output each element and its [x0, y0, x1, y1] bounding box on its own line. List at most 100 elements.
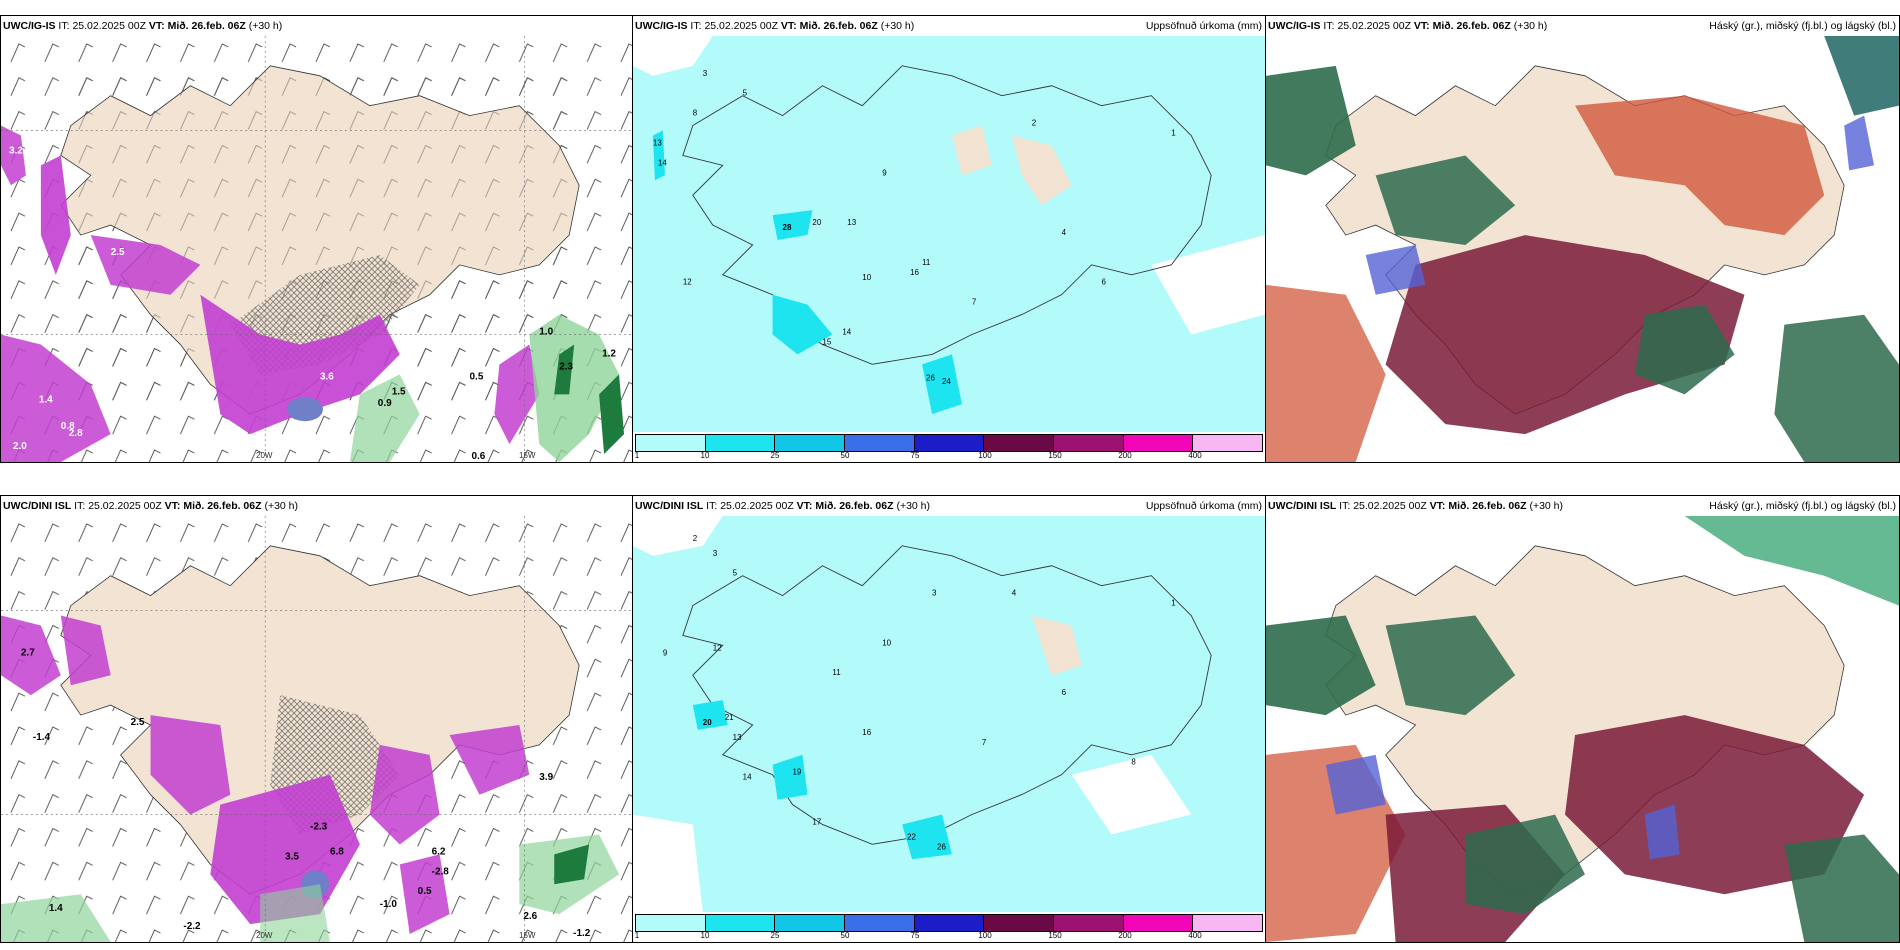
- legend-label: 75: [910, 931, 920, 940]
- precip-legend: 1 10 25 50 75 100 150 200 400: [633, 432, 1265, 462]
- snow-band-1: [40, 155, 71, 275]
- temp-label: 2.3: [559, 361, 573, 372]
- panel-header: UWC/IG-IS IT: 25.02.2025 00Z VT: Mið. 26…: [1266, 16, 1899, 36]
- cloud-blue-1: [1325, 754, 1386, 815]
- legend-label: 75: [910, 451, 920, 460]
- temp-label: 0.8: [61, 421, 75, 432]
- precip-value: 9: [663, 648, 668, 657]
- precip-value: 7: [982, 738, 987, 747]
- snow-band-5: [369, 744, 440, 845]
- legend-swatch: [1123, 915, 1194, 931]
- panel-header: UWC/DINI ISL IT: 25.02.2025 00Z VT: Mið.…: [1266, 496, 1899, 516]
- precip-heavy-3: [772, 754, 808, 800]
- temp-label: 2.5: [111, 247, 125, 258]
- panel-header: UWC/IG-IS IT: 25.02.2025 00Z VT: Mið. 26…: [633, 16, 1265, 36]
- temp-label: 1.0: [539, 327, 553, 338]
- temp-label: 2.6: [523, 911, 537, 922]
- panel-title: Uppsöfnuð úrkoma (mm): [1145, 500, 1262, 512]
- legend-swatch: [1193, 915, 1263, 931]
- legend-swatch: [1054, 915, 1124, 931]
- snow-band-3: [150, 715, 231, 815]
- precip-value: 21: [725, 713, 734, 722]
- precip-value: 4: [1012, 589, 1017, 598]
- precip-value: 1: [1171, 129, 1176, 138]
- precip-value: 19: [792, 768, 801, 777]
- temp-label: 1.5: [392, 386, 406, 397]
- precip-value: 28: [783, 223, 792, 232]
- precip-value: 10: [862, 273, 871, 282]
- legend-swatch: [845, 435, 915, 451]
- precip-value: 16: [910, 268, 919, 277]
- precip-value: 3: [713, 549, 718, 558]
- cloud-high-3: [1465, 814, 1585, 915]
- cloud-high-2: [1375, 155, 1516, 246]
- legend-label: 50: [840, 451, 850, 460]
- cloud-high-3: [1634, 304, 1735, 395]
- panel-header: UWC/IG-IS IT: 25.02.2025 00Z VT: Mið. 26…: [1, 16, 632, 36]
- precip-value: 13: [733, 733, 742, 742]
- rain-band-2: [349, 374, 420, 462]
- temp-label: -1.2: [573, 928, 591, 939]
- map-snow-wind-top: 3.2 0.8 2.0 3.1 0.5 1.5 0.9 0.6 1.2 2.3 …: [1, 36, 632, 462]
- temp-label: 0.9: [378, 398, 392, 409]
- precip-value: 5: [733, 569, 738, 578]
- precip-value: 20: [703, 718, 712, 727]
- rain-band-1: [529, 314, 620, 462]
- legend-label: 400: [1188, 931, 1202, 940]
- precip-heavy-4: [652, 130, 665, 181]
- legend-label: 1: [634, 451, 640, 460]
- legend-label: 10: [700, 451, 710, 460]
- map-cloud-top: [1266, 36, 1899, 462]
- cloud-high-1: [1266, 615, 1376, 716]
- axis-label-15w: 15W: [519, 451, 536, 460]
- temp-label: -2.8: [432, 866, 450, 877]
- legend-swatch: [1054, 435, 1124, 451]
- rain-band-3: [260, 884, 330, 942]
- legend-label: 200: [1118, 931, 1132, 940]
- iceland-outline: [682, 65, 1212, 365]
- temp-label: 1.4: [39, 394, 53, 405]
- cloud-blue-2: [1644, 804, 1680, 860]
- precip-value: 26: [926, 373, 935, 382]
- snow-band-6: [1, 125, 26, 186]
- precip-value: 8: [693, 109, 698, 118]
- temp-label: 0.5: [470, 371, 484, 382]
- legend-swatch: [984, 915, 1055, 931]
- temp-label: -2.2: [183, 921, 201, 932]
- precip-value: 7: [972, 298, 977, 307]
- legend-label: 25: [770, 931, 780, 940]
- snow-band-3: [200, 294, 400, 435]
- precip-value: 16: [862, 728, 871, 737]
- legend-swatch: [1123, 435, 1194, 451]
- legend-label: 100: [978, 931, 992, 940]
- precip-value: 26: [937, 842, 946, 851]
- legend-swatch: [636, 915, 706, 931]
- axis-label-20w: 20W: [256, 451, 273, 460]
- map-precip-bottom: 2 3 5 9 12 21 20 13 14 19 16 17 22 26 3 …: [633, 516, 1265, 912]
- precip-value: 10: [882, 638, 891, 647]
- rain-dark-1: [554, 844, 590, 885]
- precip-value: 3: [932, 589, 937, 598]
- precip-value: 20: [812, 218, 821, 227]
- precip-value: 11: [832, 668, 841, 677]
- axis-label-20w: 20W: [256, 931, 273, 940]
- snow-core: [287, 397, 323, 422]
- legend-swatch: [845, 915, 915, 931]
- temp-label: 3.1: [400, 337, 414, 348]
- legend-swatch: [984, 435, 1055, 451]
- precip-value: 14: [842, 327, 851, 336]
- cloud-low-2: [1266, 284, 1386, 462]
- panel-snow-wind-bottom: UWC/DINI ISL IT: 25.02.2025 00Z VT: Mið.…: [0, 495, 633, 943]
- precip-value: 4: [1062, 228, 1067, 237]
- precip-value: 1: [1171, 599, 1176, 608]
- panel-precip-bottom: UWC/DINI ISL IT: 25.02.2025 00Z VT: Mið.…: [632, 495, 1266, 943]
- temp-label: 2.0: [13, 441, 27, 452]
- panel-header: UWC/DINI ISL IT: 25.02.2025 00Z VT: Mið.…: [1, 496, 632, 516]
- cloud-high-2: [1385, 615, 1516, 716]
- precip-heavy-2: [772, 294, 833, 355]
- legend-label: 150: [1048, 451, 1062, 460]
- cloud-low-1: [1575, 95, 1825, 236]
- precip-value: 2: [693, 534, 698, 543]
- precip-value: 12: [713, 643, 722, 652]
- precip-value: 13: [847, 218, 856, 227]
